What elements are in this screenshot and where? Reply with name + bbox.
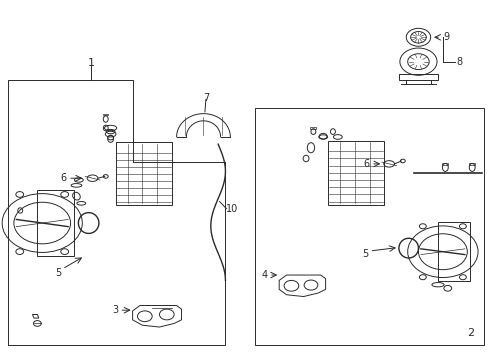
Text: 8: 8 — [457, 57, 463, 67]
Bar — [469, 163, 475, 165]
Text: 5: 5 — [362, 248, 368, 258]
Text: 1: 1 — [88, 58, 95, 68]
Bar — [438, 222, 470, 281]
Bar — [37, 190, 74, 256]
Text: 2: 2 — [467, 328, 475, 338]
Text: 9: 9 — [443, 32, 449, 42]
Text: 3: 3 — [112, 305, 118, 315]
Bar — [442, 163, 448, 165]
Text: 7: 7 — [203, 93, 209, 103]
Text: 6: 6 — [61, 173, 67, 183]
Text: 10: 10 — [226, 204, 239, 214]
Polygon shape — [32, 315, 39, 318]
Bar — [255, 108, 485, 345]
Bar — [116, 142, 172, 205]
Bar — [328, 140, 384, 205]
Bar — [311, 127, 317, 129]
Bar — [103, 114, 108, 116]
Text: 4: 4 — [261, 270, 268, 280]
Bar — [399, 74, 438, 80]
Text: 6: 6 — [364, 159, 369, 169]
Text: 5: 5 — [55, 268, 62, 278]
